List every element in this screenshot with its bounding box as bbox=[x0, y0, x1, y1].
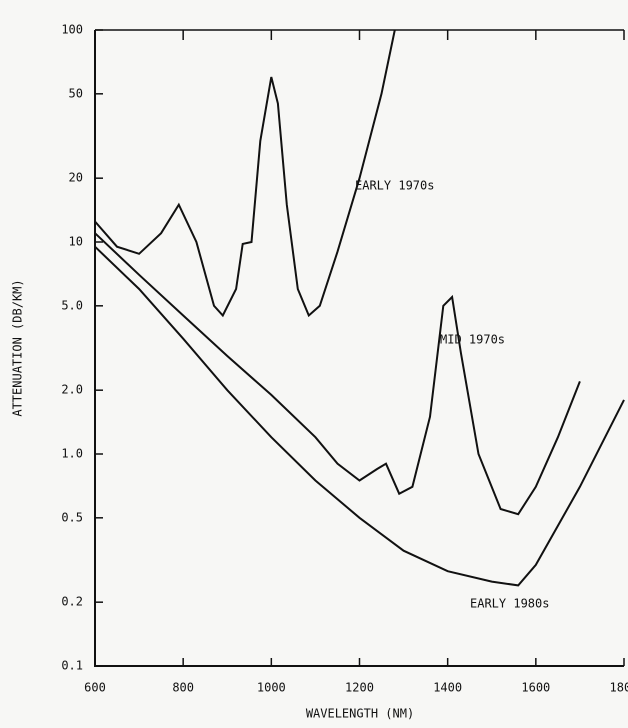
y-tick-label: 0.5 bbox=[61, 510, 83, 524]
y-tick-label: 0.2 bbox=[61, 595, 83, 609]
series-label: EARLY 1980s bbox=[470, 597, 549, 611]
y-tick-label: 50 bbox=[69, 86, 83, 100]
x-tick-label: 1800 bbox=[610, 681, 628, 695]
x-axis-label: WAVELENGTH (NM) bbox=[306, 707, 414, 721]
series-line bbox=[94, 29, 396, 318]
y-tick-label: 20 bbox=[69, 171, 83, 185]
y-tick-label: 0.1 bbox=[61, 659, 83, 673]
series-line bbox=[94, 245, 625, 587]
y-tick-label: 2.0 bbox=[61, 383, 83, 397]
y-tick-label: 1.0 bbox=[61, 447, 83, 461]
series-label: MID 1970s bbox=[440, 333, 505, 347]
x-tick-label: 1400 bbox=[433, 681, 462, 695]
x-tick-label: 1000 bbox=[257, 681, 286, 695]
series-line bbox=[94, 232, 581, 516]
y-tick-label: 100 bbox=[61, 23, 83, 37]
series-label: EARLY 1970s bbox=[355, 179, 434, 193]
x-tick-label: 600 bbox=[84, 681, 106, 695]
x-tick-label: 800 bbox=[172, 681, 194, 695]
x-tick-label: 1600 bbox=[521, 681, 550, 695]
y-tick-label: 5.0 bbox=[61, 298, 83, 312]
y-tick-label: 10 bbox=[69, 235, 83, 249]
y-axis-label: ATTENUATION (DB/KM) bbox=[11, 279, 25, 416]
x-tick-label: 1200 bbox=[345, 681, 374, 695]
